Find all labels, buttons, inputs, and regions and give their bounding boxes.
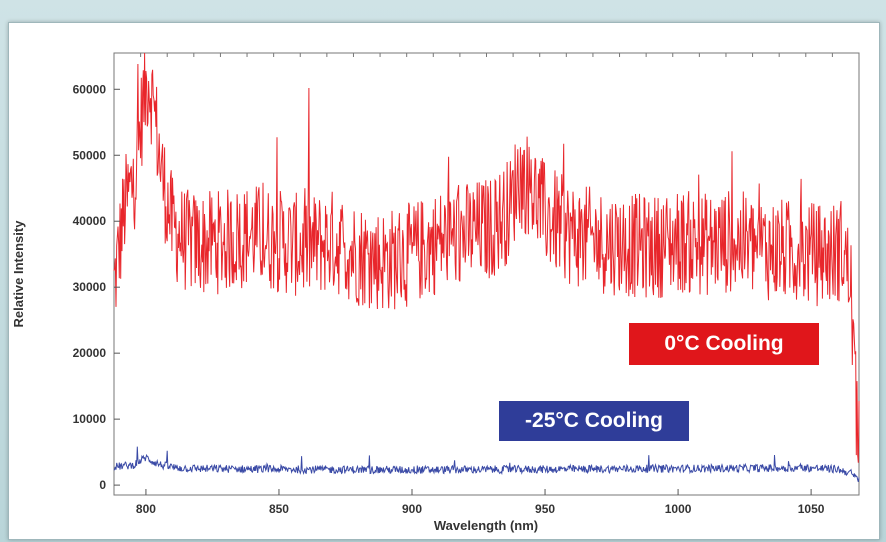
y-axis-title: Relative Intensity [11, 220, 26, 328]
y-tick-label: 0 [99, 478, 106, 492]
series-line-1 [113, 446, 860, 483]
x-tick-label: 1050 [798, 502, 825, 516]
spectrum-chart: 800 850 900 950 1000 1050 0 10000 20000 30000 4000… [11, 52, 860, 533]
y-tick-label: 60000 [73, 82, 107, 96]
y-tick-label: 10000 [73, 412, 107, 426]
y-tick-label: 30000 [73, 280, 107, 294]
series-line-0 [113, 52, 860, 463]
legend-minus25c-cooling: -25°C Cooling [499, 401, 689, 441]
x-tick-label: 950 [535, 502, 555, 516]
x-tick-label: 800 [136, 502, 156, 516]
chart-frame: 800 850 900 950 1000 1050 0 10000 20000 30000 4000… [8, 22, 880, 540]
y-tick-label: 40000 [73, 214, 107, 228]
y-tick-label: 20000 [73, 346, 107, 360]
series-layer [113, 52, 860, 483]
tick-layer: 800 850 900 950 1000 1050 0 10000 20000 30000 4000… [73, 53, 860, 516]
x-axis-title: Wavelength (nm) [434, 518, 538, 533]
x-tick-label: 850 [269, 502, 289, 516]
y-tick-label: 50000 [73, 148, 107, 162]
x-tick-label: 1000 [665, 502, 692, 516]
legend-0c-cooling: 0°C Cooling [629, 323, 819, 365]
x-tick-label: 900 [402, 502, 422, 516]
